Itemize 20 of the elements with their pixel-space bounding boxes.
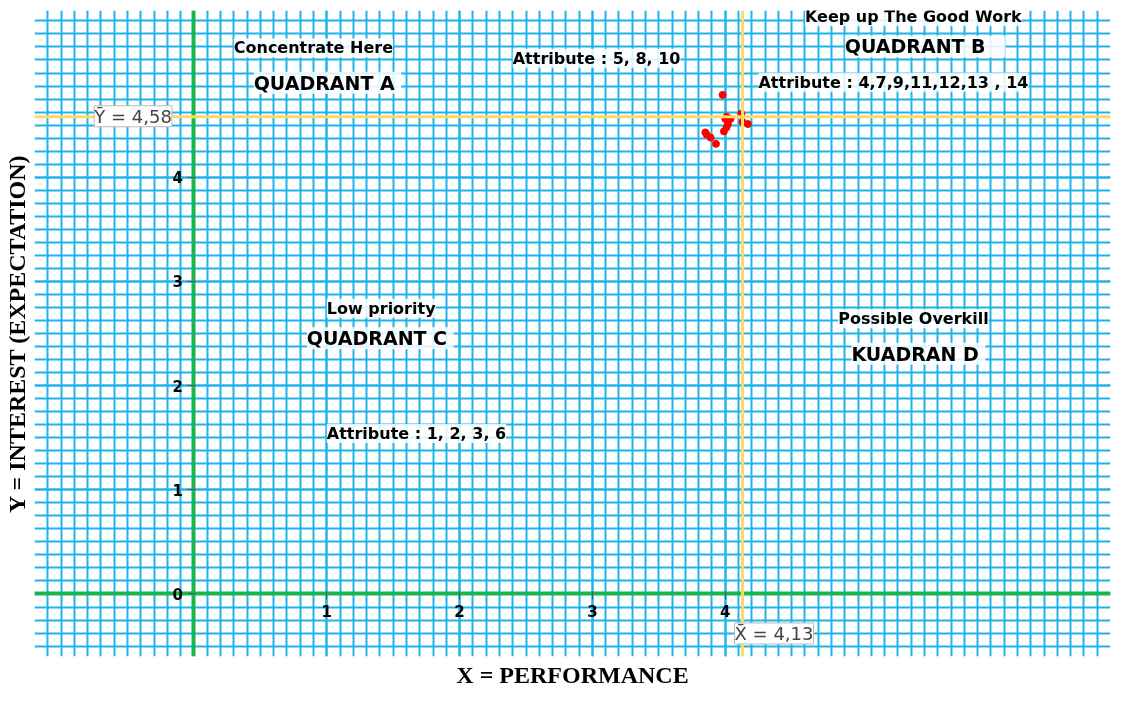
annotation: Attribute : 4,7,9,11,12,13 , 14 bbox=[758, 72, 1029, 92]
y-tick-label: 0 bbox=[172, 585, 183, 604]
y-tick-label: 2 bbox=[172, 377, 183, 396]
annotation: Attribute : 1, 2, 3, 6 bbox=[326, 423, 507, 443]
y-axis-title: Y = INTEREST (EXPECTATION) bbox=[3, 155, 30, 513]
annotation: QUADRANT C bbox=[306, 327, 448, 350]
annotation: Concentrate Here bbox=[233, 38, 394, 58]
annotation: Keep up The Good Work bbox=[804, 7, 1023, 27]
annotation: QUADRANT A bbox=[253, 71, 395, 94]
ref-line-label: X̄ = 4,13 bbox=[734, 622, 814, 644]
annotation: Possible Overkill bbox=[838, 309, 989, 329]
ref-line-label: Ȳ = 4,58 bbox=[93, 105, 172, 127]
annotation: QUADRANT B bbox=[844, 35, 986, 58]
annotation: Attribute : 5, 8, 10 bbox=[512, 48, 681, 68]
y-tick-label: 1 bbox=[172, 481, 183, 500]
annotation: Low priority bbox=[326, 298, 437, 318]
x-axis-title: X = PERFORMANCE bbox=[456, 661, 689, 688]
y-tick-label: 4 bbox=[172, 169, 183, 188]
y-tick-label: 3 bbox=[172, 273, 183, 292]
annotation: KUADRAN D bbox=[851, 342, 979, 365]
